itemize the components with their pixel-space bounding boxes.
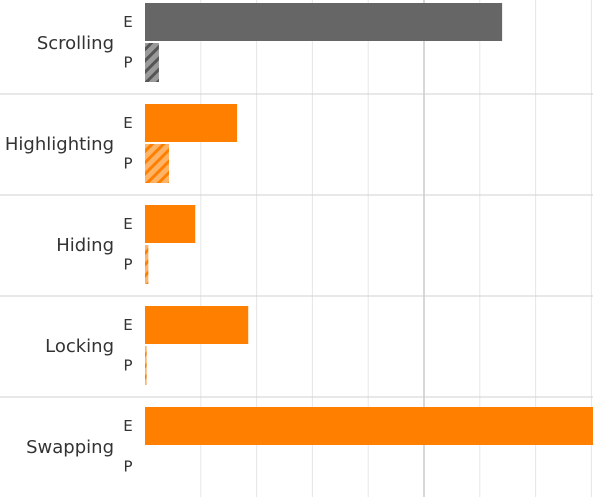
series-label-e: E	[123, 316, 132, 334]
bars	[145, 3, 593, 445]
category-label-locking: Locking	[45, 336, 114, 357]
bar-hiding-e	[145, 205, 196, 243]
bar-scrolling-p	[145, 43, 159, 82]
category-label-swapping: Swapping	[26, 437, 114, 458]
series-label-e: E	[123, 13, 132, 31]
series-label-e: E	[123, 417, 132, 435]
bar-locking-e	[145, 306, 249, 344]
labels: E P Scrolling E P Highlighting E P Hiding E P Locki…	[5, 13, 133, 476]
bar-swapping-e	[145, 407, 593, 445]
series-label-p: P	[123, 458, 132, 476]
series-label-e: E	[123, 114, 132, 132]
bar-highlighting-e	[145, 104, 238, 142]
bar-locking-p	[145, 346, 147, 385]
category-label-hiding: Hiding	[56, 235, 114, 256]
series-label-p: P	[123, 54, 132, 72]
category-label-highlighting: Highlighting	[5, 134, 114, 155]
category-separators	[0, 93, 593, 398]
series-label-p: P	[123, 155, 132, 173]
series-label-e: E	[123, 215, 132, 233]
series-label-p: P	[123, 256, 132, 274]
category-label-scrolling: Scrolling	[37, 33, 114, 54]
bar-hiding-p	[145, 245, 149, 284]
series-label-p: P	[123, 357, 132, 375]
bar-scrolling-e	[145, 3, 503, 41]
bar-highlighting-p	[145, 144, 169, 183]
